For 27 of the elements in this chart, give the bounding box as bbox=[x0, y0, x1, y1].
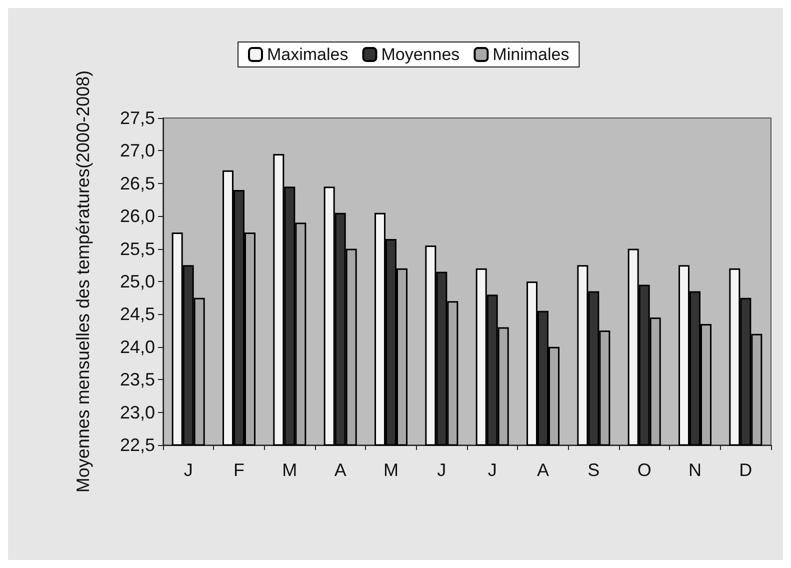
x-tick-label: M bbox=[384, 460, 398, 480]
x-tick-label: N bbox=[688, 460, 702, 480]
y-axis-title: Moyennes mensuelles des températures(2000-2008) bbox=[73, 70, 93, 493]
x-tick-label: M bbox=[282, 460, 298, 480]
y-tick-label: 26,0 bbox=[120, 206, 155, 226]
x-tick-label: D bbox=[739, 460, 752, 480]
y-tick-label: 25,0 bbox=[120, 272, 155, 292]
y-tick-label: 25,5 bbox=[120, 238, 155, 259]
legend-label: Moyennes bbox=[381, 45, 460, 64]
x-tick-label: S bbox=[588, 460, 600, 480]
x-tick-label: O bbox=[637, 460, 652, 480]
y-tick-label: 23,0 bbox=[120, 402, 155, 422]
y-tick-label: 22,5 bbox=[120, 435, 155, 455]
y-tick-label: 27,5 bbox=[120, 108, 155, 128]
x-tick-label: A bbox=[334, 460, 346, 480]
y-tick-label: 24,0 bbox=[120, 336, 155, 357]
x-tick-label: J bbox=[184, 460, 193, 480]
x-tick-label: J bbox=[437, 460, 446, 480]
x-tick-label: A bbox=[536, 460, 550, 480]
y-tick-label: 27,0 bbox=[120, 140, 155, 161]
legend-label: Maximales bbox=[267, 45, 348, 64]
y-tick-label: 23,5 bbox=[120, 370, 155, 390]
y-tick-label: 24,5 bbox=[120, 304, 155, 324]
x-tick-label: F bbox=[234, 460, 244, 480]
legend-label: Minimales bbox=[492, 45, 570, 64]
y-tick-label: 26,5 bbox=[120, 173, 155, 194]
x-tick-label: J bbox=[488, 460, 497, 480]
